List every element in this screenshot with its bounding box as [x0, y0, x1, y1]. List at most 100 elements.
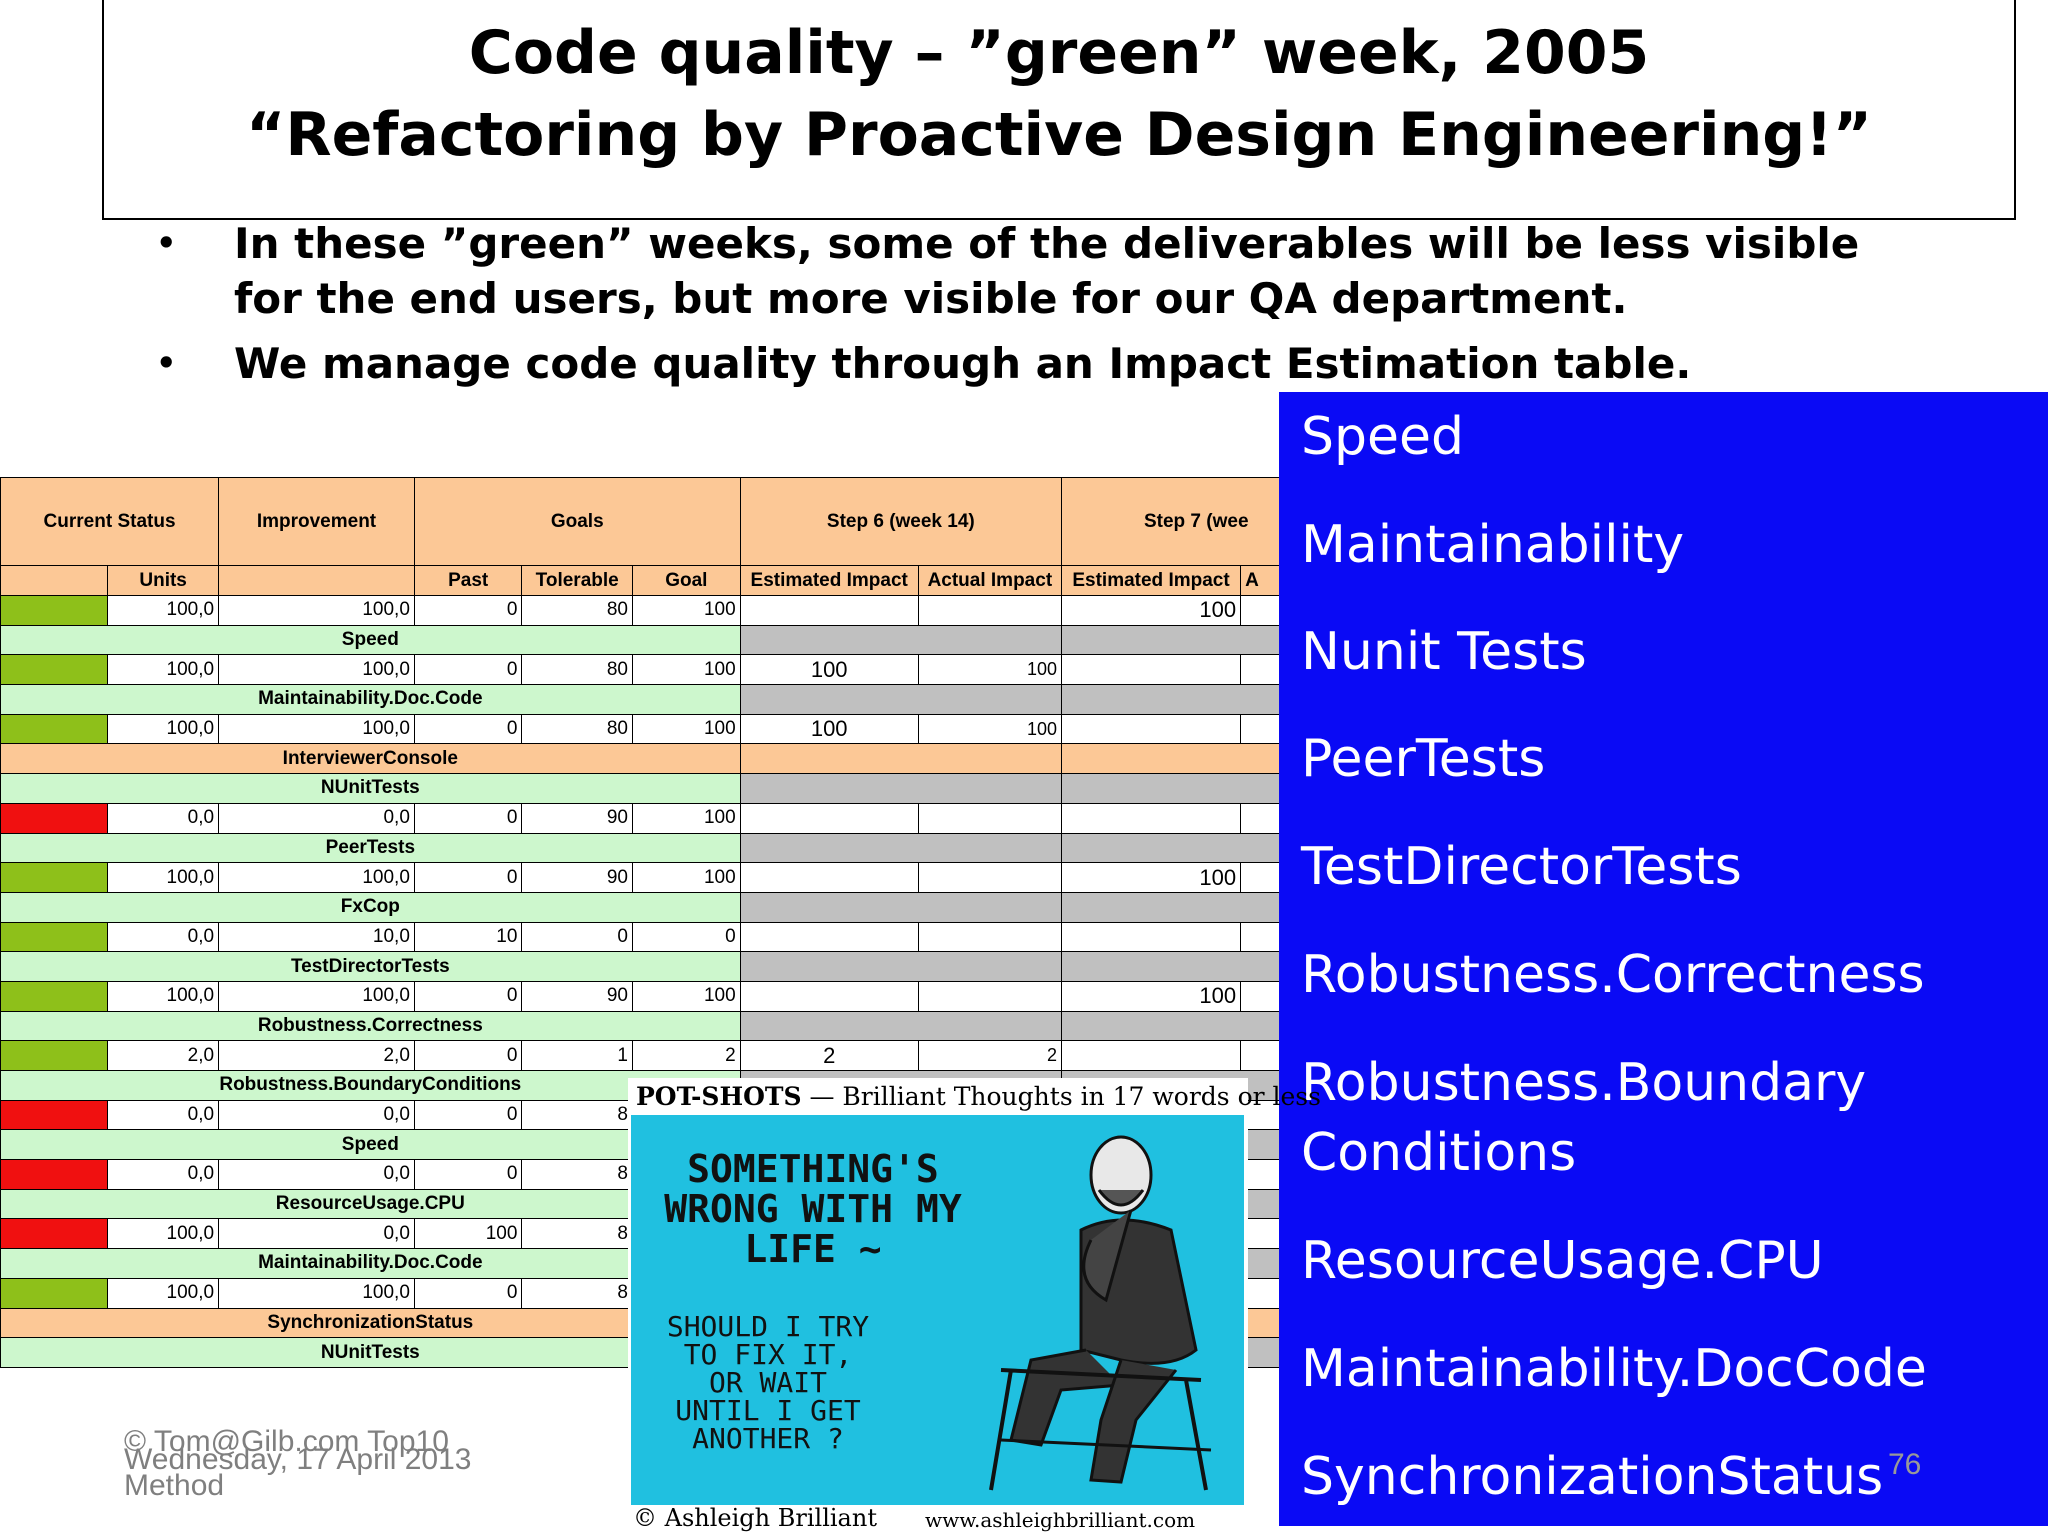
subheader-past: Past [413, 565, 523, 596]
cell-improvement: 0,0 [218, 1099, 415, 1131]
cell-tolerable: 90 [521, 862, 633, 893]
cell-tolerable: 80 [521, 713, 633, 745]
table-row: 100,0 100,0 0 80 100 100 100 [0, 654, 1280, 686]
cell-improvement: 100,0 [218, 1277, 415, 1309]
cell-units: 0,0 [107, 1159, 220, 1190]
bullet-list: • In these ”green” weeks, some of the de… [150, 216, 1900, 401]
cell-step7-shaded [1060, 624, 1280, 656]
cell-tolerable: 0 [521, 921, 633, 953]
cell-step7-shaded [1060, 684, 1280, 715]
slide-title-box: Code quality – ”green” week, 2005 “Refac… [102, 0, 2016, 220]
cell-step6-estimated-impact [739, 921, 919, 953]
objectives-panel: Speed Maintainability Nunit Tests PeerTe… [1279, 392, 2048, 1526]
table-label-row: FxCop [0, 891, 1280, 923]
cell-step6-actual-impact: 100 [917, 713, 1062, 745]
table-subheaders: Units Past Tolerable Goal Estimated Impa… [0, 565, 1280, 596]
thinking-man-illustration [989, 1135, 1212, 1491]
cell-step6-section [739, 743, 1062, 775]
subheader-units: Units [107, 565, 220, 596]
cell-step7-estimated-impact [1060, 802, 1242, 834]
cell-step7-estimated-impact: 100 [1060, 862, 1242, 893]
cell-units: 100,0 [107, 713, 220, 745]
subheader-goal: Goal [631, 565, 741, 596]
status-indicator-red [0, 802, 109, 834]
row-label: NUnitTests [0, 773, 741, 804]
cell-step6-actual-impact: 2 [917, 1040, 1062, 1071]
cell-past: 0 [413, 862, 523, 893]
footer-date: Wednesday, 17 April 2013 [124, 1443, 472, 1476]
cell-step6-estimated-impact: 100 [739, 713, 919, 745]
cell-step6-shaded [739, 891, 1062, 923]
cell-past: 0 [413, 1099, 523, 1131]
cell-step7-estimated-impact: 100 [1060, 980, 1242, 1012]
subheader-tolerable: Tolerable [521, 565, 633, 596]
cell-step6-actual-impact [917, 802, 1062, 834]
cell-goal: 0 [631, 921, 741, 953]
table-header-groups: Current Status Improvement Goals Step 6 … [0, 477, 1280, 566]
cell-step7-actual-impact [1240, 921, 1280, 953]
cell-units: 2,0 [107, 1040, 220, 1071]
table-row: 100,0 100,0 0 80 100 100 100 [0, 713, 1280, 745]
cell-step6-estimated-impact [739, 980, 919, 1012]
objective-item: Speed [1301, 407, 1465, 467]
row-label: ResourceUsage.CPU [0, 1188, 741, 1220]
status-indicator-red [0, 1099, 109, 1131]
cell-step7-actual-impact [1240, 654, 1280, 686]
cell-tolerable: 90 [521, 980, 633, 1012]
status-indicator-green [0, 980, 109, 1012]
objective-item: Nunit Tests [1301, 622, 1587, 682]
table-row: 100,0 100,0 0 90 100 100 [0, 980, 1280, 1012]
status-indicator-green [0, 862, 109, 893]
status-indicator-green [0, 1040, 109, 1071]
bullet-dot: • [156, 344, 177, 382]
table-label-row: PeerTests [0, 832, 1280, 864]
cartoon-tagline: — Brilliant Thoughts in 17 words or less [809, 1082, 1321, 1111]
cell-step7-actual-impact [1240, 980, 1280, 1012]
objective-item: Robustness.Boundary [1301, 1053, 1867, 1113]
header-goals: Goals [413, 477, 741, 566]
table-label-row: Maintainability.Doc.Code [0, 684, 1280, 715]
cell-goal: 100 [631, 595, 741, 626]
table-label-row: Robustness.Correctness [0, 1010, 1280, 1042]
objective-item: Conditions [1301, 1123, 1577, 1183]
cell-past: 0 [413, 595, 523, 626]
status-indicator-red [0, 1218, 109, 1250]
status-indicator-green [0, 921, 109, 953]
cell-step7-estimated-impact [1060, 713, 1242, 745]
cell-step6-shaded [739, 624, 1062, 656]
cell-past: 0 [413, 802, 523, 834]
objective-item: PeerTests [1301, 729, 1546, 789]
cell-goal: 100 [631, 980, 741, 1012]
objective-item: SynchronizationStatus [1301, 1447, 1884, 1507]
objective-item: Maintainability [1301, 515, 1685, 575]
cartoon-main-text: SOMETHING'S WRONG WITH MY LIFE ~ [664, 1147, 962, 1271]
row-label: Speed [0, 624, 741, 656]
cell-step6-estimated-impact [739, 595, 919, 626]
subheader-status-blank [0, 565, 109, 596]
cell-step6-estimated-impact: 100 [739, 654, 919, 686]
pot-shots-cartoon: POT-SHOTS — Brilliant Thoughts in 17 wor… [628, 1078, 1321, 1536]
cell-step6-shaded [739, 773, 1062, 804]
cell-improvement: 10,0 [218, 921, 415, 953]
cell-tolerable: 8 [521, 1277, 633, 1309]
page-number: 76 [1888, 1448, 1922, 1481]
cell-improvement: 100,0 [218, 713, 415, 745]
cell-step7-actual-impact [1240, 595, 1280, 626]
cell-improvement: 0,0 [218, 1218, 415, 1250]
subheader-estimated-impact: Estimated Impact [739, 565, 919, 596]
cell-units: 0,0 [107, 921, 220, 953]
row-label: TestDirectorTests [0, 951, 741, 982]
subheader-actual-impact-step7: A [1240, 565, 1280, 596]
cell-step7-shaded [1060, 951, 1280, 982]
cell-step6-estimated-impact [739, 862, 919, 893]
subheader-improvement-blank [218, 565, 415, 596]
cell-units: 100,0 [107, 654, 220, 686]
cell-step6-actual-impact [917, 980, 1062, 1012]
slide-title-line-2: “Refactoring by Proactive Design Enginee… [245, 100, 1873, 170]
bullet-text: In these ”green” weeks, some of the deli… [234, 219, 1860, 323]
cartoon-copyright: © Ashleigh Brilliant [633, 1504, 877, 1532]
table-row: 100,0 100,0 0 80 100 100 [0, 595, 1280, 626]
cell-step7-actual-impact [1240, 802, 1280, 834]
status-indicator-green [0, 654, 109, 686]
cell-units: 0,0 [107, 1099, 220, 1131]
